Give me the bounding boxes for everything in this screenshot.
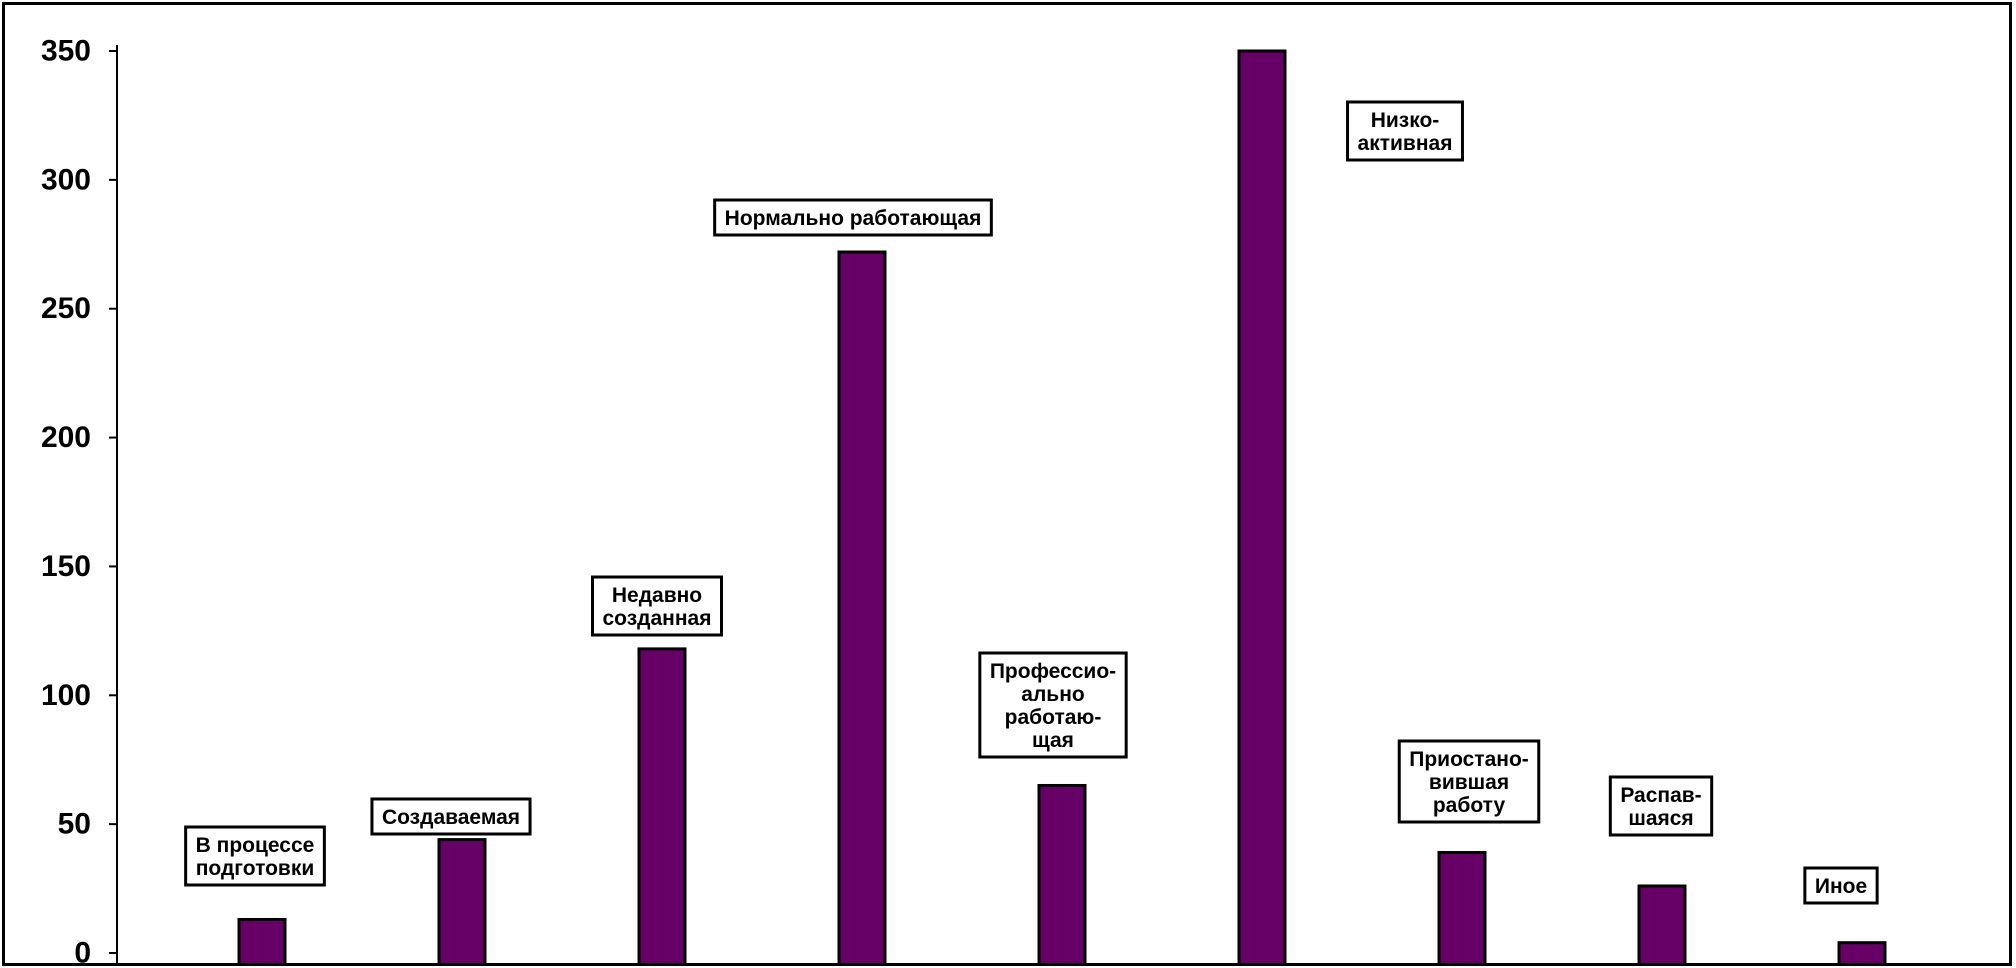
data-label-text: ально [1021, 683, 1084, 706]
y-tick-label: 250 [41, 292, 91, 325]
data-label-text: Приостано- [1409, 748, 1529, 771]
data-label-box [1397, 739, 1541, 824]
data-label-box [1803, 866, 1879, 905]
data-label: Низко-активная [1346, 100, 1464, 162]
data-label-box [1346, 100, 1464, 162]
data-label: Создаваемая [370, 797, 532, 836]
data-label-box [978, 651, 1128, 759]
data-label-text: Иное [1815, 875, 1867, 898]
y-tick-label: 50 [58, 808, 91, 841]
data-label-text: Нормально работающая [725, 207, 982, 230]
bar-layer [237, 49, 1887, 963]
data-label-box [184, 825, 326, 887]
data-label-text: вившая [1429, 771, 1509, 794]
data-label-box [713, 198, 993, 237]
y-tick-label: 150 [41, 550, 91, 583]
bar [1637, 884, 1687, 963]
data-label-text: подготовки [196, 857, 315, 880]
data-label-text: Создаваемая [382, 806, 520, 829]
data-label-text: активная [1358, 132, 1453, 155]
axis-layer: 0 50 100 150 200 250 300 350 [41, 35, 118, 964]
bar [1037, 783, 1087, 963]
bar [1237, 49, 1287, 963]
y-tick-label: 100 [41, 679, 91, 712]
data-label: Нормально работающая [713, 198, 993, 237]
bar [237, 917, 287, 963]
bar [1437, 850, 1487, 963]
y-tick-label: 200 [41, 421, 91, 454]
bar [837, 250, 887, 963]
bar [437, 838, 487, 963]
bar-chart: 0 50 100 150 200 250 300 350 В процессеподготов… [41, 35, 1887, 964]
data-label-text: Низко- [1371, 109, 1440, 132]
data-label-box [591, 575, 723, 637]
data-label-text: Профессио- [990, 660, 1116, 683]
data-label-box [370, 797, 532, 836]
bar [1837, 941, 1887, 963]
data-label-text: Распав- [1620, 784, 1701, 807]
data-label: Распав-шаяся [1608, 775, 1714, 837]
data-label: Иное [1803, 866, 1879, 905]
y-tick-label: 0 [74, 937, 91, 964]
bar [637, 647, 687, 963]
data-label-text: работу [1433, 794, 1506, 817]
data-label-text: Недавно [612, 584, 702, 607]
y-tick-label: 350 [41, 35, 91, 68]
data-label-text: работаю- [1005, 706, 1102, 729]
data-label-box [1608, 775, 1714, 837]
data-label-text: щая [1032, 729, 1074, 752]
data-label-text: шаяся [1628, 807, 1693, 830]
data-label-text: созданная [603, 607, 712, 630]
y-tick-label: 300 [41, 163, 91, 196]
data-label-text: В процессе [196, 834, 315, 857]
